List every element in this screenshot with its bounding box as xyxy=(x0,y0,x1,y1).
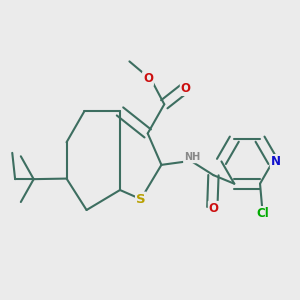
Text: NH: NH xyxy=(184,152,200,162)
Text: Cl: Cl xyxy=(256,207,269,220)
Text: N: N xyxy=(271,155,281,168)
Text: O: O xyxy=(143,72,153,85)
Text: O: O xyxy=(209,202,219,215)
Text: S: S xyxy=(136,193,146,206)
Text: O: O xyxy=(181,82,191,95)
